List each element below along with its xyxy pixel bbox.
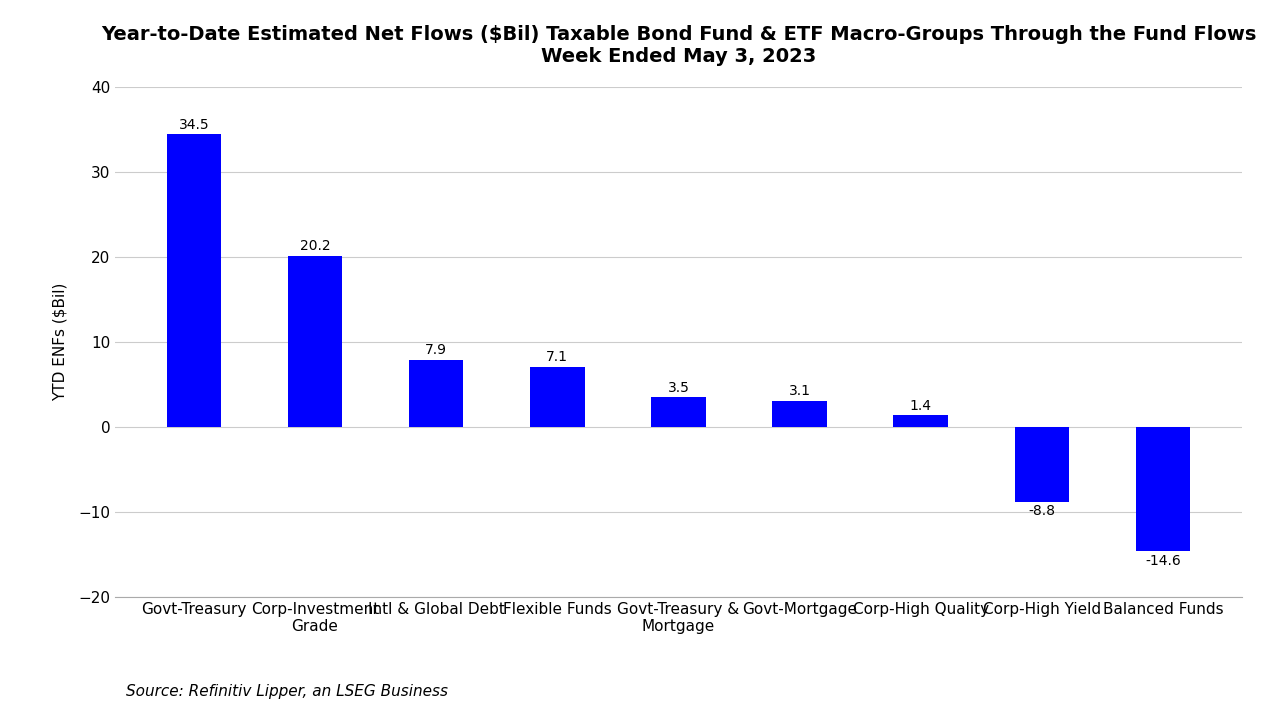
Text: 1.4: 1.4 <box>910 399 932 413</box>
Bar <box>530 367 585 427</box>
Text: 34.5: 34.5 <box>179 117 209 132</box>
Bar <box>288 256 342 427</box>
Bar <box>1015 427 1069 502</box>
Bar <box>652 397 705 427</box>
Bar <box>166 134 221 427</box>
Bar <box>772 400 827 427</box>
Text: -14.6: -14.6 <box>1146 553 1180 568</box>
Bar <box>1135 427 1190 551</box>
Bar <box>408 360 463 427</box>
Text: -8.8: -8.8 <box>1028 505 1055 518</box>
Text: 20.2: 20.2 <box>300 239 330 253</box>
Title: Year-to-Date Estimated Net Flows ($Bil) Taxable Bond Fund & ETF Macro-Groups Thr: Year-to-Date Estimated Net Flows ($Bil) … <box>101 25 1256 66</box>
Text: Source: Refinitiv Lipper, an LSEG Business: Source: Refinitiv Lipper, an LSEG Busine… <box>127 684 448 699</box>
Text: 7.9: 7.9 <box>425 344 447 357</box>
Text: 3.5: 3.5 <box>667 381 690 395</box>
Text: 7.1: 7.1 <box>547 350 568 364</box>
Y-axis label: YTD ENFs ($Bil): YTD ENFs ($Bil) <box>52 283 68 401</box>
Bar <box>893 415 948 427</box>
Text: 3.1: 3.1 <box>788 384 810 398</box>
